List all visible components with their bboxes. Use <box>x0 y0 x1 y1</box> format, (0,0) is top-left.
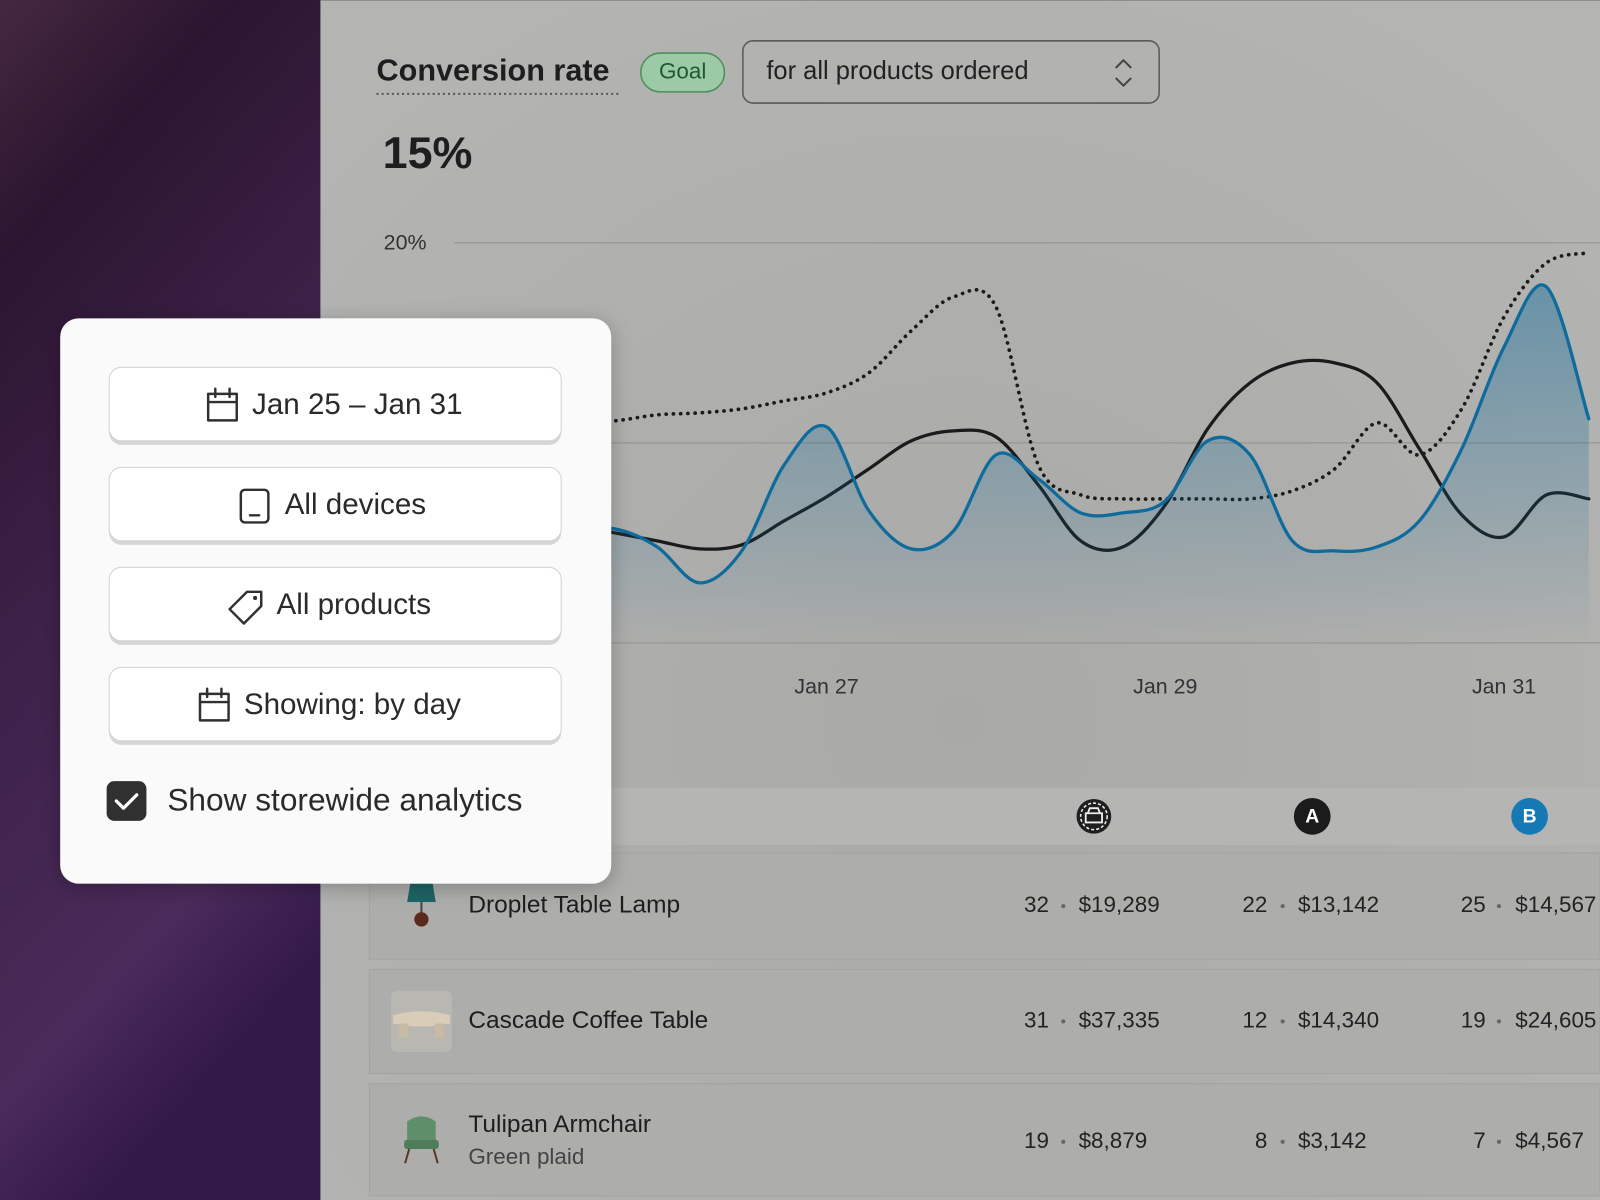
separator-dot <box>1496 1019 1502 1024</box>
chair-back <box>407 1116 436 1140</box>
sales-amount: $14,340 <box>1298 1007 1379 1032</box>
separator-dot <box>1496 1139 1502 1144</box>
order-count: 7 <box>1473 1128 1485 1153</box>
order-count: 19 <box>1024 1128 1049 1153</box>
store-icon-ring <box>1079 802 1108 831</box>
sales-amount: $19,289 <box>1079 892 1160 917</box>
table-leg <box>398 1023 409 1038</box>
lamp-base <box>414 912 429 927</box>
series-line <box>570 283 1591 585</box>
goal-badge-label: Goal <box>659 58 706 83</box>
select-box[interactable] <box>742 40 1160 104</box>
separator-dot <box>1061 904 1066 909</box>
products-button[interactable]: All products <box>108 566 562 645</box>
store-icon <box>1076 798 1112 834</box>
chair-legs <box>404 1148 439 1164</box>
card-title[interactable]: Conversion rate <box>377 54 610 88</box>
separator-dot <box>1280 904 1285 909</box>
sales-amount: $4,567 <box>1515 1128 1584 1153</box>
interval-button-label[interactable]: Showing: by day <box>244 688 461 721</box>
channel-b-icon <box>1511 797 1548 835</box>
button-face[interactable] <box>108 466 562 542</box>
x-tick-label: Jan 27 <box>794 674 858 698</box>
y-tick-label: 20% <box>384 231 427 255</box>
series-line <box>570 251 1591 502</box>
sales-amount: $37,335 <box>1079 1007 1160 1032</box>
tag-icon <box>228 590 263 625</box>
lamp-shade <box>407 883 436 903</box>
table-leg <box>434 1023 444 1038</box>
interval-button[interactable]: Showing: by day <box>108 666 562 745</box>
order-count: 12 <box>1242 1007 1267 1032</box>
channel-a-icon <box>1293 797 1331 835</box>
metric-value: 15% <box>383 127 473 178</box>
series-area <box>572 284 1589 643</box>
sales-amount: $13,142 <box>1298 892 1379 917</box>
product-name: Tulipan Armchair <box>468 1111 651 1138</box>
devices-button-label[interactable]: All devices <box>285 488 426 521</box>
separator-dot <box>1061 1019 1066 1024</box>
sales-amount: $8,879 <box>1079 1128 1148 1153</box>
calendar-icon <box>198 687 230 722</box>
separator-dot <box>1061 1139 1066 1144</box>
table-row <box>368 968 1600 1074</box>
storewide-checkbox[interactable] <box>106 781 147 821</box>
select-label[interactable]: for all products ordered <box>766 57 1028 85</box>
table-row <box>368 1083 1600 1197</box>
select-chevron <box>1115 59 1132 87</box>
sales-amount: $14,567 <box>1515 892 1596 917</box>
chair-seat <box>404 1139 439 1149</box>
store-icon-glyph <box>1084 807 1103 824</box>
products-button-label[interactable]: All products <box>277 588 432 621</box>
calendar-icon <box>206 387 238 422</box>
sales-amount: $3,142 <box>1298 1128 1367 1153</box>
product-variant: Green plaid <box>468 1144 584 1169</box>
button-face[interactable] <box>108 366 562 442</box>
button-face[interactable] <box>108 566 562 642</box>
storewide-label[interactable]: Show storewide analytics <box>167 781 522 817</box>
order-count: 22 <box>1242 892 1267 917</box>
x-tick-label: Jan 29 <box>1133 674 1197 698</box>
order-count: 25 <box>1461 892 1486 917</box>
separator-dot <box>1280 1139 1285 1144</box>
product-name: Cascade Coffee Table <box>468 1007 708 1034</box>
order-count: 31 <box>1024 1007 1049 1032</box>
table-top <box>392 1011 450 1027</box>
date-button-label[interactable]: Jan 25 – Jan 31 <box>252 388 463 421</box>
device-icon <box>239 488 270 524</box>
order-count: 8 <box>1255 1128 1267 1153</box>
devices-button[interactable]: All devices <box>108 466 562 545</box>
sales-amount: $24,605 <box>1515 1007 1596 1032</box>
x-tick-label: Jan 31 <box>1472 674 1536 698</box>
tag-icon-hole <box>253 595 258 600</box>
order-count: 32 <box>1024 892 1049 917</box>
channel-a-label: A <box>1305 805 1319 827</box>
separator-dot <box>1496 904 1502 909</box>
separator-dot <box>1280 1019 1285 1024</box>
button-face[interactable] <box>108 666 562 742</box>
date-button[interactable]: Jan 25 – Jan 31 <box>108 366 562 445</box>
channel-b-label: B <box>1523 805 1537 827</box>
product-name: Droplet Table Lamp <box>468 892 680 919</box>
table-body: Droplet Table Lamp 32 $19,289 22 $13,142 25 $1… <box>368 852 1600 1197</box>
goal-badge <box>640 52 726 93</box>
checkmark <box>114 793 139 810</box>
filter-popover: Jan 25 – Jan 31 All devices All products… <box>60 318 612 884</box>
order-count: 19 <box>1461 1007 1486 1032</box>
